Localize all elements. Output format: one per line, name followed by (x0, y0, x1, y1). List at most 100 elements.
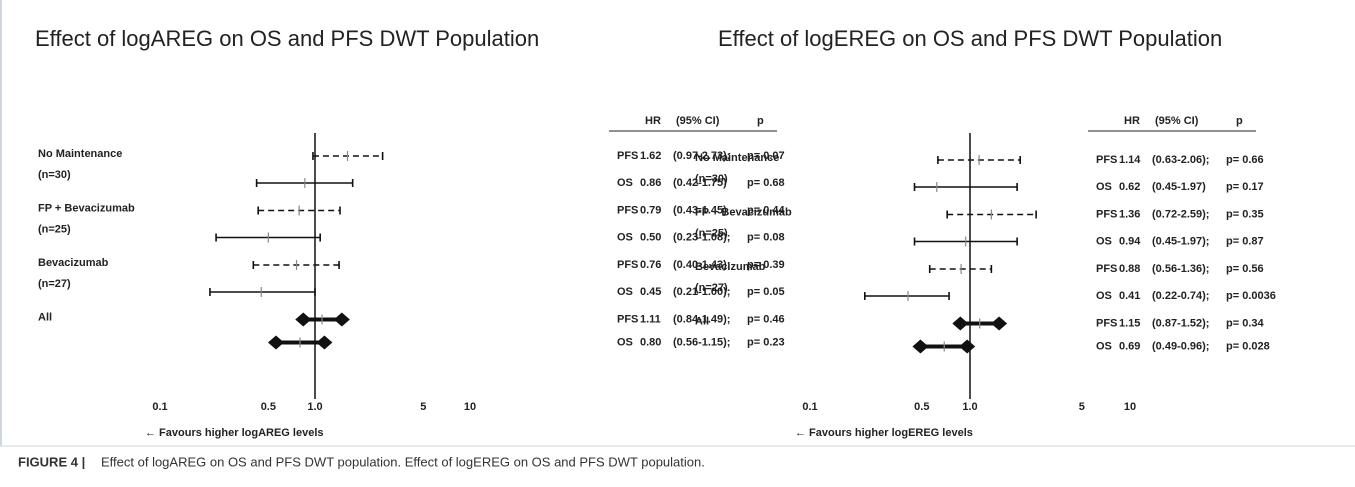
group-n: (n=25) (38, 223, 71, 235)
column-header: (95% CI) (1155, 115, 1199, 127)
caption-label: FIGURE 4 | (18, 454, 85, 469)
diamond (295, 312, 312, 327)
row-hr: 1.36 (1119, 208, 1140, 220)
row-ci: (0.40-1.43); (673, 259, 730, 271)
group-n: (n=27) (695, 282, 728, 294)
row-measure: OS (617, 336, 633, 348)
group-label: Bevacizumab (695, 261, 766, 273)
row-ci: (0.42-1.75) (673, 177, 727, 189)
x-tick-label: 5 (1079, 401, 1085, 413)
row-p: p= 0.35 (1226, 208, 1264, 220)
x-tick-label: 10 (1124, 401, 1136, 413)
row-p: p= 0.05 (747, 286, 785, 298)
diamond (912, 339, 929, 354)
row-p: p= 0.39 (747, 259, 785, 271)
row-measure: OS (617, 231, 633, 243)
diamond (333, 312, 350, 327)
group-label: All (695, 315, 709, 327)
column-header: (95% CI) (676, 115, 720, 127)
group-label: All (38, 311, 52, 323)
row-p: p= 0.66 (1226, 154, 1264, 166)
column-header: p (1236, 115, 1243, 127)
row-measure: PFS (1096, 154, 1117, 166)
row-hr: 0.88 (1119, 263, 1140, 275)
row-hr: 0.86 (640, 177, 661, 189)
x-axis-label: ← Favours higher logEREG levels (795, 427, 973, 439)
caption-text: Effect of logAREG on OS and PFS DWT popu… (101, 454, 705, 469)
row-p: p= 0.34 (1226, 317, 1264, 329)
row-measure: PFS (617, 204, 638, 216)
row-hr: 0.79 (640, 204, 661, 216)
row-p: p= 0.56 (1226, 263, 1264, 275)
row-measure: OS (1096, 181, 1112, 193)
row-hr: 0.76 (640, 259, 661, 271)
x-tick-label: 0.1 (152, 401, 167, 413)
x-axis-label: ← Favours higher logAREG levels (145, 427, 324, 439)
x-tick-label: 0.5 (914, 401, 929, 413)
row-ci: (0.23-1.08); (673, 231, 730, 243)
row-p: p= 0.44 (747, 204, 785, 216)
group-label: Bevacizumab (38, 257, 109, 269)
panel-title: Effect of logEREG on OS and PFS DWT Popu… (718, 26, 1222, 51)
row-ci: (0.22-0.74); (1152, 290, 1209, 302)
column-header: HR (1124, 115, 1140, 127)
row-measure: OS (1096, 235, 1112, 247)
row-ci: (0.87-1.52); (1152, 317, 1209, 329)
row-p: p= 0.0036 (1226, 290, 1276, 302)
row-hr: 0.45 (640, 286, 661, 298)
group-label: FP + Bevacizumab (38, 202, 135, 214)
row-ci: (0.72-2.59); (1152, 208, 1209, 220)
diamond (991, 316, 1008, 331)
row-hr: 0.80 (640, 336, 661, 348)
row-measure: PFS (617, 259, 638, 271)
row-ci: (0.21-1.00); (673, 286, 730, 298)
row-ci: (0.56-1.15); (673, 336, 730, 348)
diamond (959, 339, 976, 354)
row-measure: PFS (1096, 263, 1117, 275)
diamond (952, 316, 969, 331)
column-header: HR (645, 115, 661, 127)
group-label: FP + Bevacizumab (695, 206, 792, 218)
diamond (316, 335, 333, 350)
row-hr: 1.62 (640, 150, 661, 162)
row-hr: 0.41 (1119, 290, 1140, 302)
row-measure: OS (617, 286, 633, 298)
row-p: p= 0.23 (747, 336, 785, 348)
row-p: p= 0.68 (747, 177, 785, 189)
row-p: p= 0.07 (747, 150, 785, 162)
group-n: (n=30) (695, 173, 728, 185)
row-hr: 0.94 (1119, 235, 1141, 247)
row-hr: 0.69 (1119, 340, 1140, 352)
row-measure: PFS (617, 313, 638, 325)
group-n: (n=30) (38, 169, 71, 181)
panel-title: Effect of logAREG on OS and PFS DWT Popu… (35, 26, 539, 51)
group-n: (n=25) (695, 227, 728, 239)
row-measure: PFS (1096, 317, 1117, 329)
column-header: p (757, 115, 764, 127)
row-measure: OS (1096, 290, 1112, 302)
row-ci: (0.97-2.73); (673, 150, 730, 162)
group-label: No Maintenance (38, 148, 122, 160)
row-hr: 1.14 (1119, 154, 1141, 166)
row-ci: (0.43-1.45) (673, 204, 727, 216)
row-ci: (0.63-2.06); (1152, 154, 1209, 166)
row-ci: (0.56-1.36); (1152, 263, 1209, 275)
row-hr: 1.11 (640, 313, 661, 325)
x-tick-label: 0.1 (802, 401, 817, 413)
diamond (267, 335, 284, 350)
row-hr: 0.62 (1119, 181, 1140, 193)
x-tick-label: 10 (464, 401, 476, 413)
group-n: (n=27) (38, 278, 71, 290)
x-tick-label: 5 (420, 401, 426, 413)
row-ci: (0.45-1.97) (1152, 181, 1206, 193)
row-p: p= 0.46 (747, 313, 785, 325)
row-measure: OS (1096, 340, 1112, 352)
row-ci: (0.84-1.49); (673, 313, 730, 325)
row-hr: 1.15 (1119, 317, 1140, 329)
row-hr: 0.50 (640, 231, 661, 243)
row-p: p= 0.08 (747, 231, 785, 243)
row-ci: (0.49-0.96); (1152, 340, 1209, 352)
x-tick-label: 0.5 (261, 401, 276, 413)
row-measure: PFS (617, 150, 638, 162)
